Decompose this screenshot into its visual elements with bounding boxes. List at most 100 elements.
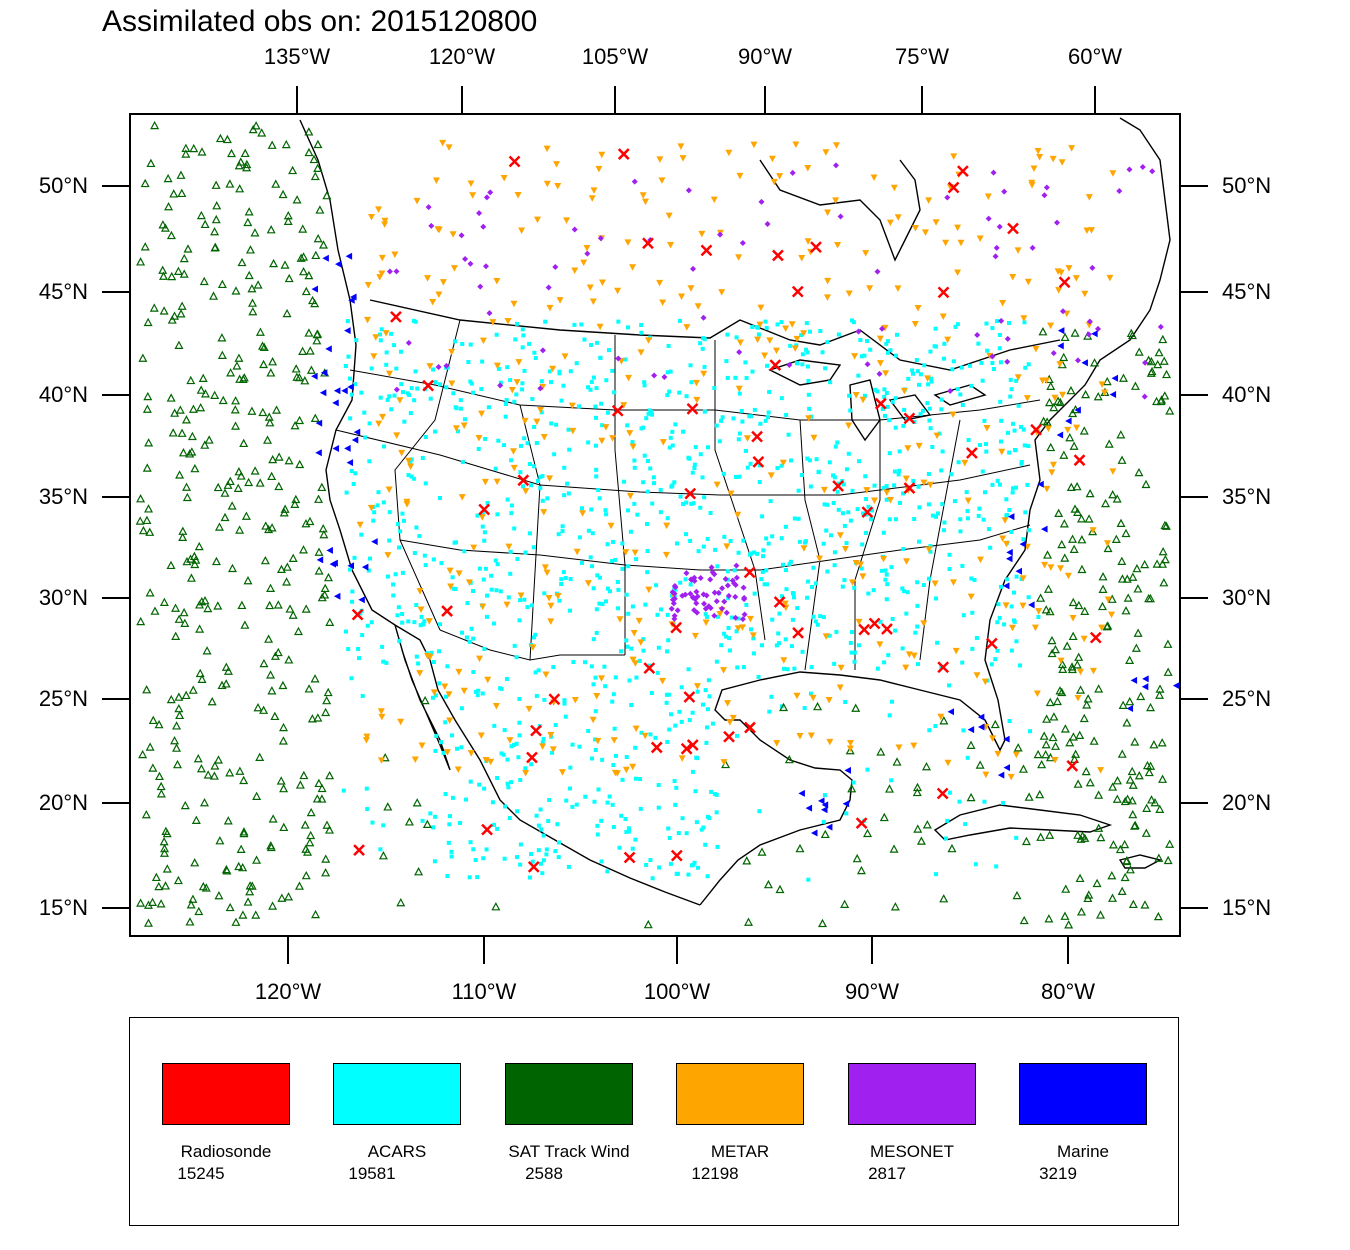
radiosonde-marker [611,404,624,417]
acars-marker [668,435,673,440]
acars-marker [350,589,355,594]
acars-marker [485,501,490,506]
sat-track-wind-marker [172,721,182,730]
metar-marker [533,216,541,224]
sat-track-wind-marker [226,368,236,377]
sat-track-wind-marker [319,240,329,249]
metar-marker [443,749,451,756]
lat-label-right: 45°N [1222,279,1272,304]
acars-marker [605,542,610,547]
sat-track-wind-marker [1102,621,1112,631]
metar-marker [522,488,530,495]
mesonet-marker [764,221,771,228]
sat-track-wind-marker [1066,482,1076,492]
sat-track-wind-marker [1077,831,1087,840]
sat-track-wind-marker [182,492,192,502]
acars-marker [595,823,600,828]
legend-count: 2588 [525,1164,563,1183]
sat-track-wind-marker [175,470,185,479]
acars-marker [715,564,720,569]
metar-marker [547,618,555,625]
acars-marker [1011,421,1016,426]
metar-marker [515,359,523,366]
sat-track-wind-marker [1121,606,1131,615]
sat-track-wind-marker [266,841,276,850]
sat-track-wind-marker [227,148,237,158]
acars-marker [979,360,984,365]
metar-marker [678,293,686,301]
mesonet-marker [482,263,489,270]
acars-marker [884,597,889,602]
acars-marker [783,524,788,529]
sat-track-wind-marker [183,244,193,253]
acars-marker [344,490,349,495]
sat-track-wind-marker [154,771,164,781]
acars-marker [400,390,405,395]
metar-marker [586,284,594,291]
metar-marker [687,285,695,292]
sat-track-wind-marker [1059,352,1069,362]
acars-marker [995,648,1000,653]
acars-marker [541,858,546,863]
acars-marker [591,637,596,642]
acars-marker [679,719,684,724]
metar-marker [1064,426,1072,434]
acars-marker [702,409,707,414]
sat-track-wind-marker [186,554,196,563]
metar-marker [895,744,903,751]
acars-marker [423,481,428,486]
acars-marker [449,733,454,738]
metar-marker [429,298,437,306]
sat-track-wind-marker [795,843,805,853]
metar-marker [593,692,601,700]
metar-marker [632,725,640,733]
sat-track-wind-marker [314,566,324,575]
sat-track-wind-marker [1080,833,1090,842]
acars-marker [934,344,939,349]
acars-marker [649,412,654,417]
sat-track-wind-marker [1158,546,1168,556]
sat-track-wind-marker [259,658,269,668]
metar-marker [964,497,972,505]
acars-marker [610,699,615,704]
acars-marker [985,348,990,353]
sat-track-wind-marker [851,703,861,712]
mesonet-marker [996,223,1003,230]
acars-marker [562,698,567,703]
acars-marker [900,646,905,651]
mesonet-marker [615,355,622,362]
sat-track-wind-marker [1075,873,1085,883]
acars-marker [927,728,932,733]
marine-marker [1065,417,1072,425]
acars-marker [863,474,868,479]
acars-marker [862,393,867,398]
sat-track-wind-marker [204,435,214,444]
sat-track-wind-marker [1128,780,1138,789]
acars-marker [406,473,411,478]
metar-marker [851,353,859,360]
acars-marker [453,405,458,410]
metar-marker [954,269,962,277]
acars-marker [557,369,562,374]
acars-marker [802,706,807,711]
acars-marker [729,615,734,620]
metar-marker [862,250,870,257]
sat-track-wind-marker [196,385,206,394]
acars-marker [562,465,567,470]
sat-track-wind-marker [404,817,414,826]
sat-track-wind-marker [279,722,289,732]
metar-marker [1059,391,1067,399]
metar-marker [679,155,687,162]
acars-marker [603,599,608,604]
marine-marker [319,389,327,397]
sat-track-wind-marker [1116,430,1126,439]
sat-track-wind-marker [242,159,252,169]
metar-marker [952,647,960,655]
acars-marker [536,823,541,828]
acars-marker [602,664,607,669]
acars-marker [402,419,407,424]
acars-marker [947,683,952,688]
sat-track-wind-marker [214,890,224,900]
sat-track-wind-marker [1081,389,1091,399]
lat-label-right: 35°N [1222,484,1272,509]
